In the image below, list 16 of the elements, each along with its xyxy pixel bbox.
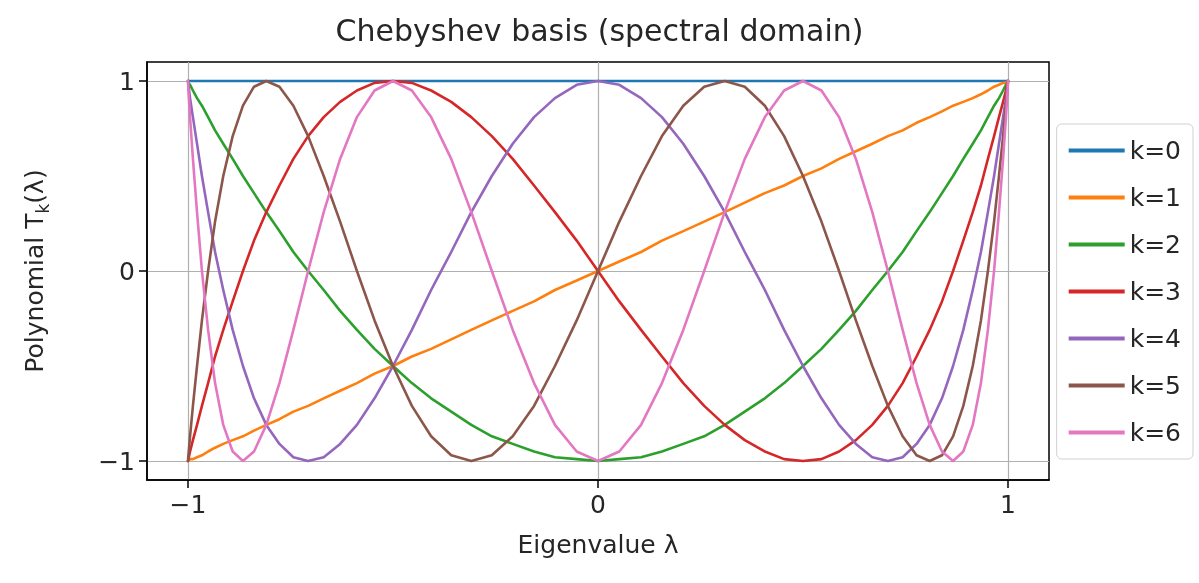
x-axis-title: Eigenvalue λ — [517, 530, 679, 559]
legend-label: k=3 — [1129, 277, 1182, 306]
x-tick-label: 1 — [1000, 490, 1016, 519]
y-tick-label: 1 — [119, 66, 135, 96]
legend-label: k=1 — [1129, 183, 1182, 212]
y-axis-title: Polynomial Tk(λ) — [19, 169, 53, 373]
x-tick-label: 0 — [590, 490, 606, 519]
legend-label: k=4 — [1129, 324, 1182, 353]
y-tick-label: 0 — [119, 256, 135, 286]
chart-title: Chebyshev basis (spectral domain) — [335, 12, 864, 48]
y-tick-label: −1 — [98, 446, 135, 476]
legend-label: k=6 — [1129, 418, 1182, 447]
legend-label: k=0 — [1129, 136, 1182, 165]
legend-label: k=5 — [1129, 371, 1182, 400]
x-tick-label: −1 — [169, 490, 207, 519]
legend-label: k=2 — [1129, 230, 1182, 259]
